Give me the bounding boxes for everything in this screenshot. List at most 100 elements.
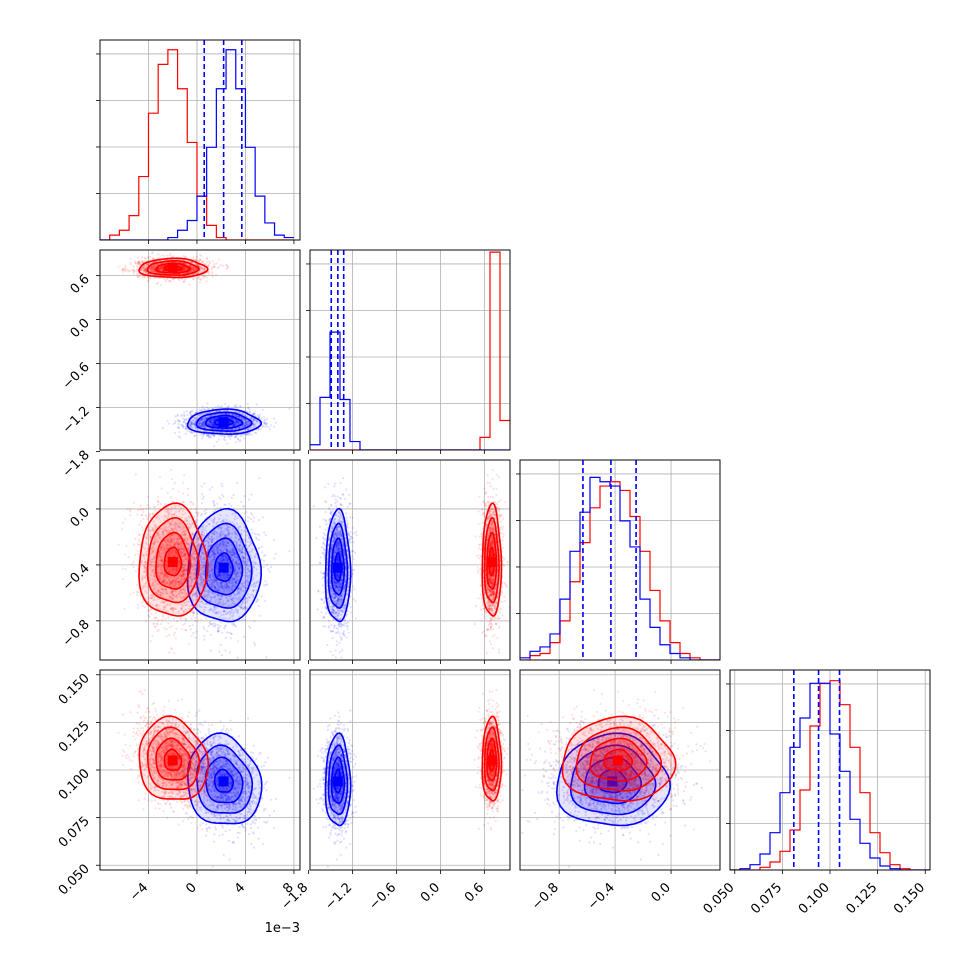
sample-point (260, 595, 263, 598)
sample-point (240, 418, 244, 421)
sample-point (235, 421, 238, 424)
sample-point (224, 649, 227, 652)
sample-point (231, 424, 234, 427)
sample-point (183, 414, 186, 418)
sample-point (249, 517, 252, 521)
sample-point (129, 257, 132, 260)
sample-point (238, 411, 241, 414)
panel-frame-0-0 (99, 39, 301, 241)
sample-point (255, 419, 258, 422)
sample-point (203, 412, 207, 415)
sample-point (234, 414, 237, 417)
sample-point (257, 605, 260, 608)
sample-point (163, 254, 166, 258)
sample-point (200, 267, 203, 270)
sample-point (149, 277, 152, 280)
sample-point (240, 500, 243, 503)
sample-point (199, 421, 202, 424)
sample-point (190, 423, 193, 426)
sample-point (182, 421, 186, 424)
sample-point (218, 413, 221, 416)
sample-point (230, 417, 233, 420)
sample-point (211, 486, 214, 489)
sample-point (192, 418, 195, 422)
sample-point (237, 422, 240, 425)
sample-point (198, 423, 201, 426)
sample-point (180, 415, 183, 418)
sample-point (206, 433, 209, 436)
sample-point (218, 438, 221, 441)
sample-point (235, 435, 238, 438)
sample-point (184, 432, 187, 435)
sample-point (206, 422, 209, 425)
sample-point (222, 438, 225, 441)
sample-point (235, 421, 238, 424)
sample-point (135, 265, 139, 268)
sample-point (222, 409, 225, 412)
sample-point (168, 422, 171, 425)
scatter-blue (161, 402, 291, 448)
sample-point (227, 435, 230, 438)
sample-point (201, 418, 204, 421)
sample-point (220, 482, 223, 485)
sample-point (134, 261, 137, 265)
sample-point (201, 422, 204, 426)
sample-point (199, 409, 202, 412)
sample-point (205, 417, 208, 420)
sample-point (155, 282, 158, 285)
sample-point (191, 427, 194, 430)
sample-point (159, 269, 162, 272)
sample-point (198, 408, 201, 411)
sample-point (210, 423, 213, 426)
sample-point (248, 408, 251, 411)
sample-point (223, 409, 226, 413)
sample-point (233, 418, 236, 421)
sample-point (260, 545, 263, 548)
sample-point (228, 435, 231, 438)
sample-point (231, 623, 234, 626)
sample-point (212, 424, 215, 427)
sample-point (230, 496, 233, 499)
sample-point (237, 426, 240, 429)
sample-point (195, 268, 198, 271)
sample-point (208, 271, 211, 275)
sample-point (207, 415, 210, 418)
sample-point (203, 433, 206, 436)
sample-point (127, 270, 130, 273)
sample-point (243, 425, 247, 428)
sample-point (236, 437, 240, 440)
sample-point (215, 273, 218, 276)
sample-point (200, 424, 203, 427)
sample-point (202, 495, 205, 498)
sample-point (243, 424, 246, 428)
sample-point (160, 268, 163, 271)
sample-point (256, 428, 260, 431)
sample-point (243, 635, 246, 638)
sample-point (139, 262, 142, 265)
sample-point (185, 418, 188, 421)
sample-point (219, 406, 222, 409)
sample-point (184, 277, 187, 281)
sample-point (208, 422, 211, 426)
sample-point (157, 268, 160, 271)
sample-point (208, 436, 211, 439)
scatter-red (117, 250, 230, 287)
sample-point (191, 418, 194, 421)
sample-point (193, 272, 196, 276)
sample-point (252, 516, 256, 519)
sample-point (213, 424, 216, 427)
sample-point (230, 417, 233, 420)
sample-point (220, 434, 223, 437)
sample-point (243, 419, 246, 422)
sample-point (213, 417, 216, 420)
sample-point (207, 433, 210, 436)
sample-point (226, 428, 229, 431)
sample-point (186, 428, 189, 431)
sample-point (189, 423, 192, 426)
sample-point (259, 428, 262, 431)
sample-point (220, 654, 223, 657)
sample-point (200, 413, 203, 417)
sample-point (184, 427, 187, 430)
sample-point (190, 413, 193, 416)
sample-point (193, 423, 196, 426)
